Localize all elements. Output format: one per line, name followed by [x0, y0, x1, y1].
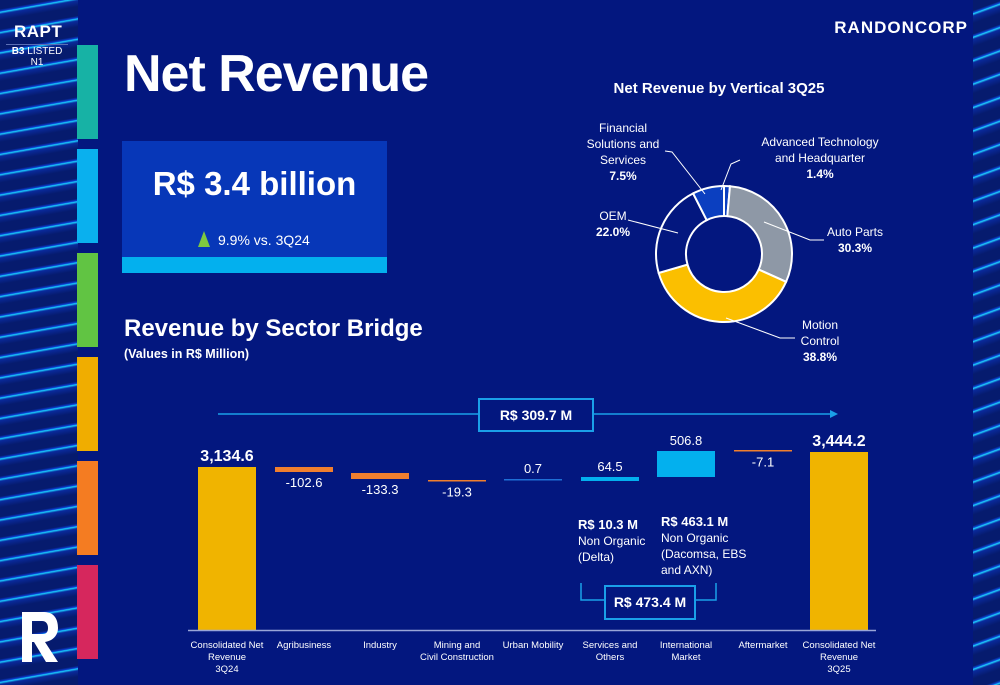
listing-suffix: LISTED N1	[24, 46, 63, 68]
company-logo: RANDONCORP	[834, 18, 968, 37]
waterfall-category-label: Consolidated Net	[191, 640, 264, 651]
pie-title: Net Revenue by Vertical 3Q25	[613, 80, 825, 97]
international-nonorganic-note: R$ 463.1 M Non Organic (Dacomsa, EBS and…	[661, 514, 746, 578]
donut-label: Financial Solutions and Services 7.5%	[582, 120, 664, 184]
donut-slice-financial-solutions-and-services	[691, 184, 725, 222]
section-color-bar	[77, 149, 98, 243]
kpi-change-text: 9.9% vs. 3Q24	[218, 232, 310, 248]
page-title: Net Revenue	[124, 45, 429, 103]
donut-label: Motion Control 38.8%	[780, 317, 860, 365]
waterfall-value-label: -19.3	[442, 485, 472, 500]
waterfall-category-label: Agribusiness	[277, 640, 332, 651]
donut-leader-line	[664, 150, 706, 195]
section-color-bar	[77, 45, 98, 139]
decorative-stripes-left	[0, 0, 78, 685]
donut-label-name: Solutions and	[586, 137, 660, 151]
listing-prefix: B3	[11, 46, 25, 57]
donut-label-value: 22.0%	[595, 225, 631, 239]
waterfall-value-label: 3,134.6	[200, 448, 253, 465]
nonorganic-total-value: R$ 473.4 M	[613, 594, 687, 610]
waterfall-category-label: 3Q24	[215, 664, 238, 675]
nonorganic-bracket	[580, 583, 604, 601]
waterfall-category-label: Revenue	[208, 652, 246, 663]
donut-label-name: Motion	[801, 318, 839, 332]
waterfall-value-label: -7.1	[752, 455, 774, 470]
section-color-bar	[77, 461, 98, 555]
donut-slice-motion-control	[657, 263, 788, 323]
arrow-head-icon	[830, 410, 838, 418]
waterfall-bar-urban-mobility	[504, 479, 562, 481]
listing-label: B3 LISTED N1	[6, 44, 68, 68]
waterfall-category-label: Urban Mobility	[503, 640, 564, 651]
waterfall-category-label: 3Q25	[827, 664, 850, 675]
overall-delta-box: R$ 309.7 M	[478, 398, 594, 432]
overall-delta-value: R$ 309.7 M	[499, 407, 573, 423]
waterfall-bar-consolidated-net-revenue-3q25	[810, 452, 868, 630]
waterfall-category-label: Aftermarket	[738, 640, 787, 651]
ticker-label: RAPT	[14, 22, 63, 41]
waterfall-category-label: Services and	[583, 640, 638, 651]
waterfall-bar-mining-and-civil-construction	[428, 480, 486, 482]
donut-label-value: 7.5%	[609, 169, 637, 183]
waterfall-category-label: Civil Construction	[420, 652, 494, 663]
donut-label-value: 1.4%	[806, 167, 834, 181]
donut-label: Auto Parts 30.3%	[810, 224, 900, 256]
section-color-bar	[77, 565, 98, 659]
triangle-up-icon	[198, 231, 210, 247]
donut-label-value: 30.3%	[837, 241, 873, 255]
waterfall-category-label: Others	[596, 652, 625, 663]
waterfall-value-label: 0.7	[524, 461, 542, 476]
waterfall-category-label: Mining and	[434, 640, 480, 651]
waterfall-bar-agribusiness	[275, 467, 333, 472]
bridge-title: Revenue by Sector Bridge	[124, 315, 423, 342]
waterfall-bar-industry	[351, 473, 409, 479]
nonorganic-total-box: R$ 473.4 M	[604, 585, 696, 620]
waterfall-value-label: -102.6	[286, 475, 323, 490]
waterfall-category-label: Industry	[363, 640, 397, 651]
services-note-line2: (Delta)	[578, 550, 615, 564]
waterfall-value-label: 64.5	[597, 459, 622, 474]
services-note-amount: R$ 10.3 M	[578, 517, 638, 532]
donut-slice-auto-parts	[726, 185, 793, 284]
donut-leader-line	[720, 159, 741, 191]
international-note-line3: and AXN)	[661, 563, 713, 577]
donut-label-name: Advanced Technology	[761, 135, 879, 149]
waterfall-category-label: Consolidated Net	[803, 640, 876, 651]
donut-label-name: Services	[599, 153, 646, 167]
waterfall-category-label: Market	[671, 652, 700, 663]
donut-label: Advanced Technology and Headquarter 1.4%	[750, 134, 890, 182]
waterfall-value-label: 3,444.2	[812, 433, 865, 450]
waterfall-bar-services-and-others	[581, 477, 639, 481]
waterfall-bar-international-market	[657, 451, 715, 477]
waterfall-bar-aftermarket	[734, 450, 792, 452]
donut-label-value: 38.8%	[802, 350, 838, 364]
donut-label-name: Control	[800, 334, 840, 348]
services-note-line1: Non Organic	[578, 534, 646, 548]
kpi-change: 9.9% vs. 3Q24	[198, 231, 310, 248]
waterfall-value-label: 506.8	[670, 433, 703, 448]
section-color-bar	[77, 253, 98, 347]
international-note-line2: (Dacomsa, EBS	[661, 547, 747, 561]
international-note-amount: R$ 463.1 M	[661, 514, 729, 529]
waterfall-bar-consolidated-net-revenue-3q24	[198, 467, 256, 630]
kpi-accent-bar	[122, 257, 387, 273]
bridge-subtitle: (Values in R$ Million)	[124, 347, 250, 361]
waterfall-value-label: -133.3	[362, 482, 399, 497]
kpi-value: R$ 3.4 billion	[152, 165, 357, 202]
r-logo-icon	[22, 612, 58, 662]
services-nonorganic-note: R$ 10.3 M Non Organic (Delta)	[578, 517, 645, 565]
donut-slice-advanced-technology-and-headquarter	[723, 184, 732, 218]
donut-slice-oem	[655, 192, 709, 275]
kpi-card: R$ 3.4 billion 9.9% vs. 3Q24	[122, 141, 387, 273]
waterfall-category-label: Revenue	[820, 652, 858, 663]
section-color-bar	[77, 357, 98, 451]
donut-label-name: Auto Parts	[826, 225, 884, 239]
decorative-stripes-right	[973, 0, 1000, 685]
waterfall-category-label: International	[660, 640, 712, 651]
international-note-line1: Non Organic	[661, 531, 729, 545]
donut-label-name: OEM	[599, 209, 627, 223]
donut-label-name: Financial	[598, 121, 648, 135]
donut-label-name: and Headquarter	[774, 151, 866, 165]
donut-label: OEM 22.0%	[582, 208, 644, 240]
